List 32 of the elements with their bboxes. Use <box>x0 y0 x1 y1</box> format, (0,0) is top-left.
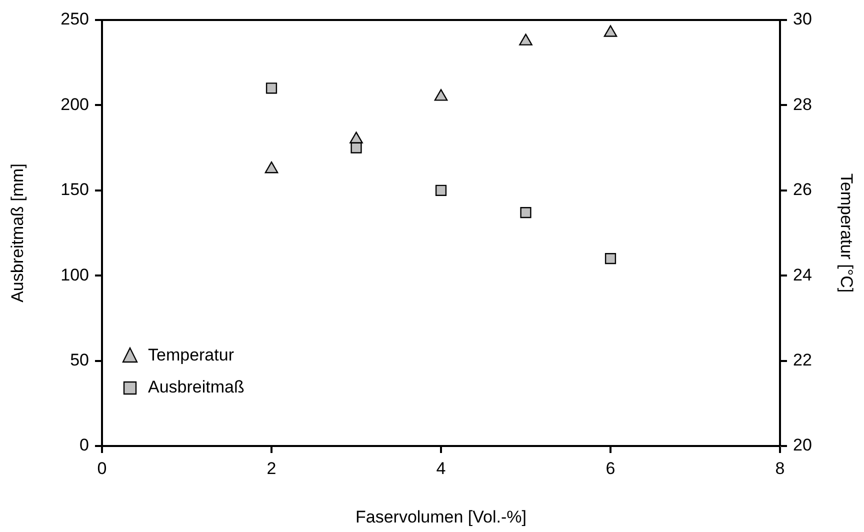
y2-tick-label: 28 <box>793 94 812 114</box>
x-axis-title: Faservolumen [Vol.-%] <box>355 507 527 526</box>
point <box>435 184 447 196</box>
point <box>604 253 616 264</box>
point <box>519 34 532 46</box>
y-tick-label: 100 <box>60 265 89 284</box>
y2-tick-label: 26 <box>793 180 812 200</box>
x-tick-label: 2 <box>266 458 276 478</box>
y-tick-label: 150 <box>60 180 89 200</box>
y-tick-label: 50 <box>70 350 89 370</box>
point <box>264 162 278 174</box>
point <box>434 89 448 101</box>
point <box>520 207 532 218</box>
x-tick-label: 0 <box>97 458 107 478</box>
point <box>604 25 618 37</box>
y2-tick-label: 24 <box>793 265 812 284</box>
y-tick-label: 0 <box>80 436 89 455</box>
y-axis-title: Ausbreitmaß [mm] <box>8 164 27 302</box>
legend-label: Temperatur <box>148 346 234 365</box>
point <box>266 82 278 94</box>
x-tick-label: 8 <box>775 458 785 478</box>
y2-tick-label: 22 <box>793 350 812 370</box>
point <box>350 142 362 154</box>
y2-tick-label: 30 <box>793 10 812 29</box>
legend-label: Ausbreitmaß <box>148 378 244 397</box>
point <box>350 132 363 144</box>
x-tick-label: 6 <box>606 458 616 478</box>
y-tick-label: 200 <box>60 94 89 114</box>
y2-tick-label: 20 <box>793 436 812 455</box>
x-tick-label: 4 <box>436 458 446 478</box>
y2-axis-title: Temperatur [°C] <box>837 173 856 293</box>
y-tick-label: 250 <box>60 10 89 29</box>
